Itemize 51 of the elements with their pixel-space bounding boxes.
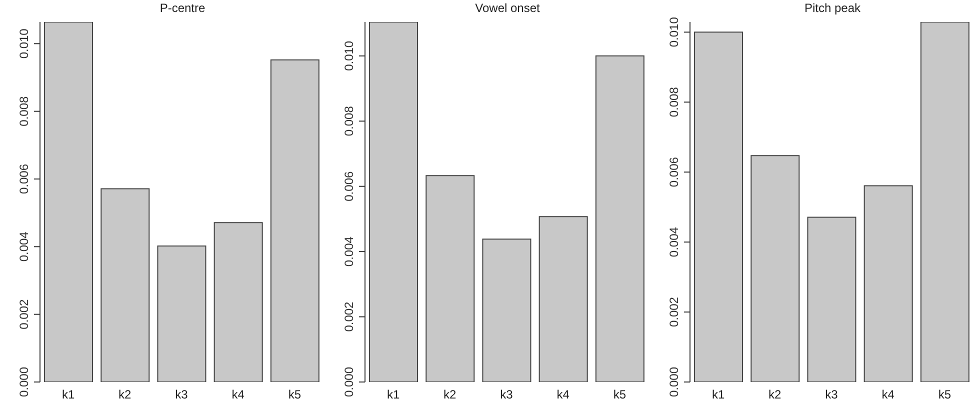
chart-title: P-centre xyxy=(158,1,206,15)
y-tick-label: 0.004 xyxy=(17,231,31,262)
x-tick-label: k2 xyxy=(444,388,457,402)
bar xyxy=(369,22,418,382)
bar xyxy=(807,216,856,382)
y-tick-label: 0.008 xyxy=(667,86,681,118)
x-tick-label: k2 xyxy=(118,388,132,402)
bar xyxy=(214,222,263,382)
x-tick-label: k5 xyxy=(288,388,302,402)
x-tick-label: k3 xyxy=(175,388,188,402)
bar xyxy=(694,32,744,382)
bar xyxy=(100,188,150,382)
y-tick-label: 0.006 xyxy=(17,164,31,194)
x-tick-label: k4 xyxy=(556,388,570,402)
x-tick-label: k5 xyxy=(938,388,952,402)
chart-title: Pitch peak xyxy=(803,1,862,15)
y-tick-label: 0.010 xyxy=(667,16,681,48)
y-tick-label: 0.000 xyxy=(667,366,681,398)
y-tick-label: 0.010 xyxy=(342,40,356,71)
chart-title: Vowel onset xyxy=(474,1,541,15)
y-tick-label: 0.010 xyxy=(17,28,31,59)
x-tick-label: k1 xyxy=(386,388,400,402)
bar xyxy=(920,22,970,382)
y-tick-label: 0.006 xyxy=(667,156,681,188)
bar xyxy=(750,155,800,382)
x-tick-label: k3 xyxy=(500,388,514,402)
y-tick-label: 0.002 xyxy=(342,301,356,332)
bar xyxy=(426,175,475,382)
y-tick-label: 0.008 xyxy=(342,106,356,136)
bar xyxy=(595,55,644,382)
y-tick-label: 0.000 xyxy=(17,366,31,398)
y-tick-label: 0.000 xyxy=(342,366,356,398)
x-tick-label: k2 xyxy=(768,388,782,402)
x-tick-label: k1 xyxy=(712,388,725,402)
x-tick-label: k4 xyxy=(882,388,895,402)
y-tick-label: 0.002 xyxy=(667,296,681,328)
bar xyxy=(157,245,206,382)
x-tick-label: k5 xyxy=(613,388,626,402)
y-tick-label: 0.006 xyxy=(342,171,356,202)
x-tick-label: k3 xyxy=(825,388,838,402)
x-tick-label: k1 xyxy=(62,388,75,402)
bar xyxy=(538,216,588,382)
y-tick-label: 0.002 xyxy=(17,298,31,330)
bar xyxy=(864,185,913,382)
y-tick-label: 0.004 xyxy=(342,236,356,267)
bar xyxy=(44,22,94,382)
bar xyxy=(270,59,320,382)
y-tick-label: 0.008 xyxy=(17,96,31,126)
bar xyxy=(482,238,532,382)
y-tick-label: 0.004 xyxy=(667,226,681,258)
x-tick-label: k4 xyxy=(232,388,245,402)
